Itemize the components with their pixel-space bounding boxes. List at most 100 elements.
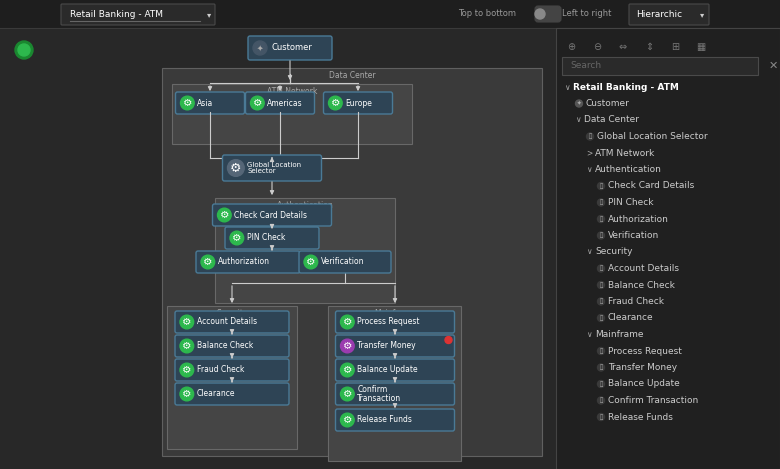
Text: ⚙: ⚙ [253,98,262,108]
Text: ATM Network: ATM Network [267,86,317,96]
Text: 🔧: 🔧 [599,200,603,205]
Text: 🔧: 🔧 [599,216,603,222]
Text: Global Location
Selector: Global Location Selector [247,162,301,174]
FancyBboxPatch shape [299,251,391,273]
Text: Mainframe: Mainframe [595,330,644,339]
Text: Security: Security [216,309,248,318]
Circle shape [445,336,452,343]
Circle shape [15,41,33,59]
Text: Balance Check: Balance Check [608,280,675,289]
FancyBboxPatch shape [335,383,455,405]
Text: Top to bottom: Top to bottom [458,9,516,18]
Circle shape [341,363,354,377]
Text: Data Center: Data Center [328,70,375,80]
FancyBboxPatch shape [175,311,289,333]
Bar [172,84,412,144]
Text: ⚙: ⚙ [183,317,192,327]
Text: ⚙: ⚙ [342,365,352,375]
Text: ⚙: ⚙ [183,98,192,108]
Text: 🔧: 🔧 [599,398,603,403]
Text: 🔧: 🔧 [599,233,603,238]
Text: Check Card Details: Check Card Details [608,182,694,190]
Text: Left to right: Left to right [562,9,612,18]
Circle shape [535,9,545,19]
Text: ⚙: ⚙ [331,98,340,108]
Text: Retail Banking - ATM: Retail Banking - ATM [70,10,163,19]
FancyBboxPatch shape [246,92,314,114]
Text: Fraud Check: Fraud Check [608,297,664,306]
Text: ▾: ▾ [207,10,211,19]
Circle shape [597,182,604,189]
Text: 🔧: 🔧 [599,183,603,189]
Circle shape [576,100,583,107]
Text: ∨: ∨ [575,115,580,124]
Circle shape [18,44,30,56]
Circle shape [341,315,354,329]
Text: Retail Banking - ATM: Retail Banking - ATM [573,83,679,91]
Text: ⚙: ⚙ [342,389,352,399]
Text: Balance Update: Balance Update [608,379,679,388]
Bar [162,68,542,456]
Text: Authorization: Authorization [218,257,270,266]
Text: Verification: Verification [321,257,364,266]
Text: 🔧: 🔧 [599,315,603,321]
Circle shape [597,281,604,288]
Text: Verification: Verification [608,231,659,240]
Text: Security: Security [595,248,633,257]
Circle shape [328,96,342,110]
Circle shape [597,380,604,387]
Text: Americas: Americas [268,98,303,107]
Bar [562,57,758,75]
Text: 🔧: 🔧 [599,266,603,271]
Text: ▾: ▾ [700,10,704,19]
Circle shape [597,215,604,222]
FancyBboxPatch shape [629,4,709,25]
FancyBboxPatch shape [335,311,455,333]
Text: PIN Check: PIN Check [608,198,654,207]
Text: Process Request: Process Request [357,318,420,326]
Text: ✦: ✦ [576,101,581,106]
Text: 🔧: 🔧 [599,381,603,387]
FancyBboxPatch shape [335,359,455,381]
Text: Process Request: Process Request [608,347,682,356]
Circle shape [597,315,604,322]
Circle shape [597,232,604,239]
Text: Account Details: Account Details [608,264,679,273]
Circle shape [597,364,604,371]
Text: Transfer Money: Transfer Money [608,363,677,372]
Text: ∨: ∨ [586,165,591,174]
Circle shape [230,231,243,245]
Text: ⊖: ⊖ [593,42,601,52]
Text: PIN Check: PIN Check [246,234,285,242]
Circle shape [180,387,193,401]
Circle shape [597,265,604,272]
FancyBboxPatch shape [248,36,332,60]
Text: ⊕: ⊕ [567,42,575,52]
Text: >: > [586,149,592,158]
Text: Clearance: Clearance [608,313,654,323]
Text: Release Funds: Release Funds [608,413,673,422]
Text: Release Funds: Release Funds [357,416,412,424]
Circle shape [218,208,231,222]
Text: ⚙: ⚙ [307,257,316,267]
Text: ⚙: ⚙ [230,161,242,174]
Circle shape [180,363,193,377]
Circle shape [587,133,594,140]
Circle shape [597,348,604,355]
Circle shape [341,387,354,401]
Text: Data Center: Data Center [584,115,639,124]
FancyBboxPatch shape [324,92,392,114]
FancyBboxPatch shape [212,204,332,226]
FancyBboxPatch shape [176,92,244,114]
Text: Global Location Selector: Global Location Selector [597,132,707,141]
Text: ⚙: ⚙ [220,210,229,220]
FancyBboxPatch shape [196,251,300,273]
FancyBboxPatch shape [335,335,455,357]
Circle shape [253,41,267,55]
Circle shape [180,96,194,110]
Text: Transfer Money: Transfer Money [357,341,416,350]
Circle shape [250,96,264,110]
Text: Search: Search [570,61,601,70]
Text: 🔧: 🔧 [599,414,603,420]
Text: 🔧: 🔧 [588,134,591,139]
